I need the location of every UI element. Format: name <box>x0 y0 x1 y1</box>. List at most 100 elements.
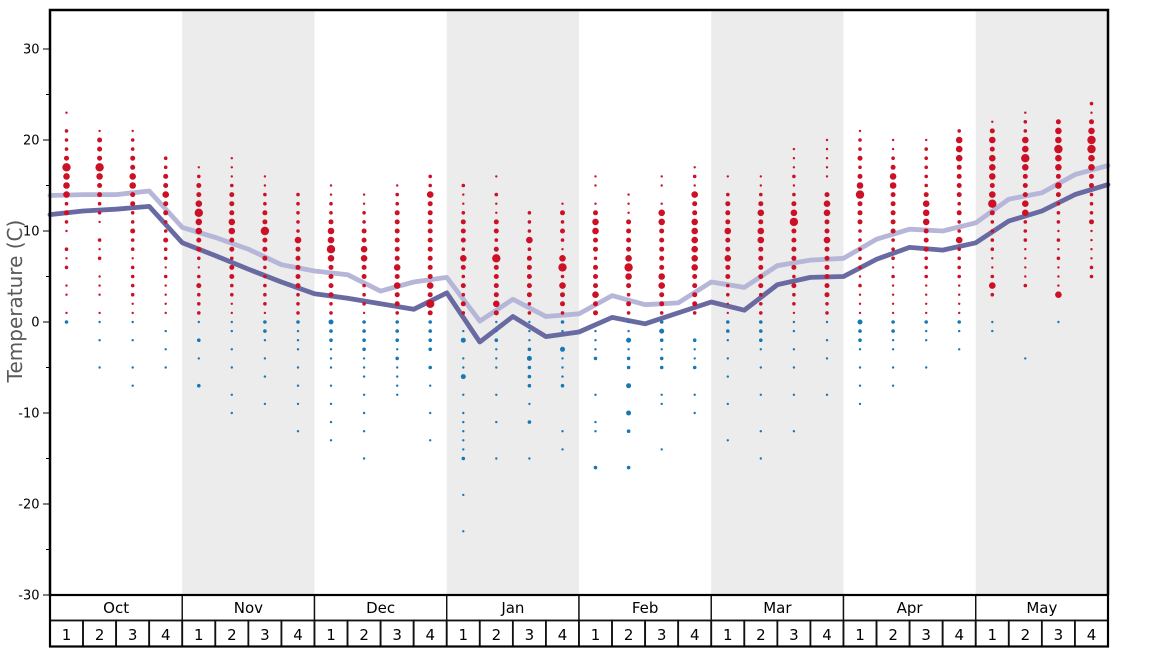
temp-dot-below-freezing <box>660 393 663 396</box>
temp-dot-below-freezing <box>495 320 498 324</box>
temp-dot-above-freezing <box>64 147 69 151</box>
temp-dot-above-freezing <box>792 157 796 160</box>
temp-dot-above-freezing <box>328 219 334 225</box>
temp-dot-above-freezing <box>230 166 233 169</box>
temp-dot-above-freezing <box>97 211 102 215</box>
temp-dot-above-freezing <box>63 182 70 189</box>
temp-dot-above-freezing <box>360 254 368 262</box>
temp-dot-above-freezing <box>725 237 731 243</box>
temp-dot-above-freezing <box>594 184 597 187</box>
temp-dot-above-freezing <box>660 202 663 205</box>
temp-dot-above-freezing <box>164 284 167 287</box>
month-band-jan <box>446 10 579 595</box>
temp-dot-above-freezing <box>758 246 764 252</box>
temp-dot-above-freezing <box>955 136 963 144</box>
week-label: 2 <box>359 626 369 644</box>
temp-dot-above-freezing <box>197 274 201 279</box>
temp-dot-below-freezing <box>296 320 300 324</box>
temp-dot-above-freezing <box>97 238 102 242</box>
temp-dot-above-freezing <box>559 282 566 289</box>
temp-dot-below-freezing <box>759 329 763 333</box>
temp-dot-above-freezing <box>759 302 763 306</box>
temp-dot-above-freezing <box>230 302 233 305</box>
temp-dot-above-freezing <box>891 302 895 305</box>
temp-dot-above-freezing <box>197 266 200 269</box>
temp-dot-above-freezing <box>1088 154 1095 162</box>
y-tick-label: 10 <box>23 225 40 240</box>
temp-dot-above-freezing <box>228 227 236 235</box>
temp-dot-below-freezing <box>924 320 928 324</box>
temp-dot-above-freezing <box>130 228 136 234</box>
temp-dot-above-freezing <box>527 220 532 224</box>
temp-dot-above-freezing <box>922 209 930 217</box>
temp-dot-above-freezing <box>726 283 730 288</box>
temp-dot-above-freezing <box>262 246 268 252</box>
temp-dot-above-freezing <box>129 173 136 180</box>
temp-dot-below-freezing <box>230 348 233 351</box>
temp-dot-above-freezing <box>196 183 202 188</box>
temp-dot-above-freezing <box>393 282 401 289</box>
temp-dot-above-freezing <box>460 283 466 289</box>
temp-dot-above-freezing <box>626 228 632 234</box>
temp-dot-above-freezing <box>758 255 764 261</box>
temp-dot-above-freezing <box>559 254 566 262</box>
temp-dot-above-freezing <box>294 236 302 244</box>
temp-dot-above-freezing <box>461 292 466 297</box>
temp-dot-above-freezing <box>492 254 501 263</box>
temp-dot-below-freezing <box>462 530 465 533</box>
temp-dot-below-freezing <box>593 465 598 470</box>
temp-dot-below-freezing <box>891 348 895 351</box>
temp-dot-above-freezing <box>1023 129 1028 133</box>
temp-dot-below-freezing <box>460 374 466 380</box>
temp-dot-above-freezing <box>693 184 696 187</box>
temp-dot-above-freezing <box>561 202 564 205</box>
week-label: 2 <box>492 626 502 644</box>
temp-dot-above-freezing <box>1089 211 1094 215</box>
temp-dot-above-freezing <box>792 302 796 306</box>
temp-dot-above-freezing <box>163 274 168 279</box>
temp-dot-above-freezing <box>394 210 400 216</box>
temp-dot-above-freezing <box>1089 201 1094 206</box>
temp-dot-above-freezing <box>394 237 400 243</box>
temp-dot-above-freezing <box>163 173 169 179</box>
temp-dot-above-freezing <box>229 274 235 279</box>
temp-dot-above-freezing <box>923 192 929 198</box>
temp-dot-above-freezing <box>427 201 433 207</box>
y-tick-label: 0 <box>31 316 39 331</box>
temp-dot-below-freezing <box>659 328 665 334</box>
temp-dot-above-freezing <box>724 254 732 262</box>
temp-dot-below-freezing <box>329 384 333 387</box>
temp-dot-above-freezing <box>791 255 797 261</box>
temp-dot-above-freezing <box>692 301 698 307</box>
temp-dot-below-freezing <box>626 410 632 416</box>
temp-dot-above-freezing <box>1022 164 1029 171</box>
temp-dot-above-freezing <box>197 292 201 297</box>
temp-dot-below-freezing <box>594 348 597 351</box>
week-label: 1 <box>723 626 733 644</box>
temp-dot-above-freezing <box>526 274 532 279</box>
temp-dot-above-freezing <box>922 218 930 226</box>
temp-dot-below-freezing <box>395 338 400 343</box>
temp-dot-below-freezing <box>460 337 466 343</box>
temp-dot-above-freezing <box>1054 144 1063 154</box>
temp-dot-above-freezing <box>957 229 961 233</box>
temp-dot-above-freezing <box>824 292 830 298</box>
temp-dot-above-freezing <box>526 283 532 289</box>
temp-dot-above-freezing <box>493 274 499 279</box>
temp-dot-below-freezing <box>495 329 498 333</box>
week-cell <box>1040 619 1076 648</box>
temp-dot-below-freezing <box>726 375 729 378</box>
temp-dot-below-freezing <box>164 348 167 351</box>
temp-dot-above-freezing <box>792 292 796 297</box>
temp-dot-above-freezing <box>1055 119 1061 125</box>
temp-dot-above-freezing <box>692 201 698 207</box>
temp-dot-above-freezing <box>791 201 797 207</box>
temp-dot-above-freezing <box>824 219 830 225</box>
temp-dot-above-freezing <box>823 236 831 244</box>
temp-dot-above-freezing <box>493 300 500 308</box>
temp-dot-above-freezing <box>1024 111 1027 114</box>
temp-dot-above-freezing <box>891 147 895 151</box>
week-label: 4 <box>161 626 171 644</box>
temp-dot-below-freezing <box>659 338 664 343</box>
temp-dot-below-freezing <box>131 384 134 387</box>
